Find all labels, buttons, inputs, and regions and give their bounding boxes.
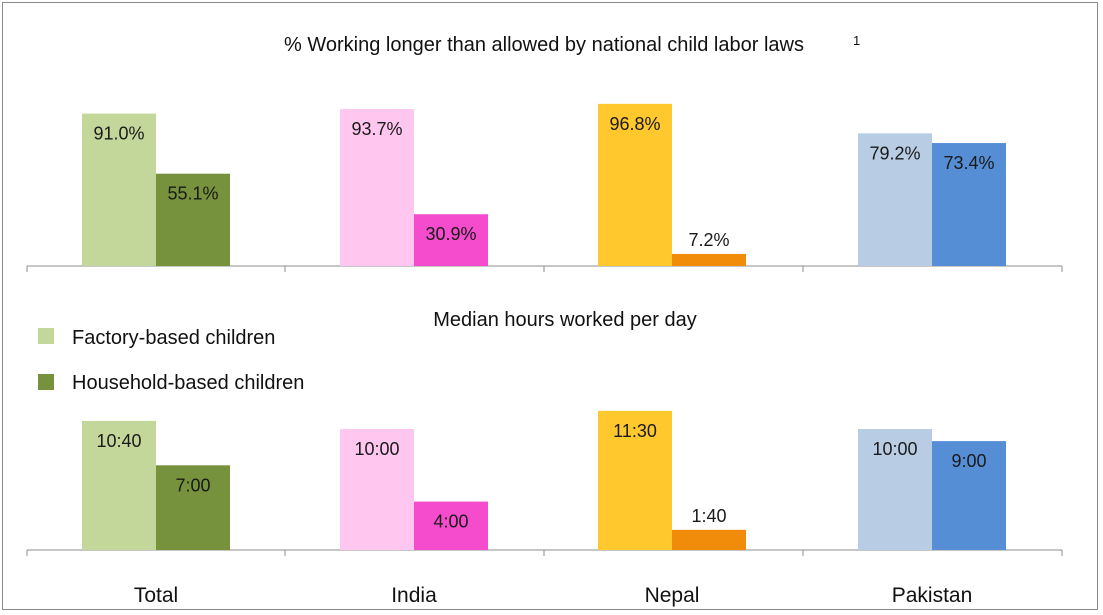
panel-title-overtime: % Working longer than allowed by nationa…: [284, 34, 804, 56]
data-label-hours-total-factory: 10:40: [96, 431, 141, 451]
bar-overtime-nepal-household: [672, 253, 746, 266]
data-label-overtime-india-household: 30.9%: [425, 224, 476, 244]
data-label-overtime-india-factory: 93.7%: [351, 119, 402, 139]
panel-title-footnote: 1: [853, 33, 860, 48]
legend: Factory-based children Household-based c…: [38, 327, 304, 394]
bar-overtime-india-factory: [340, 109, 414, 267]
data-label-hours-nepal-factory: 11:30: [613, 421, 657, 441]
data-label-hours-india-factory: 10:00: [354, 439, 399, 459]
bar-hours-nepal-household: [672, 529, 746, 550]
data-label-overtime-nepal-household: 7.2%: [688, 230, 729, 250]
bar-overtime-india-household: [414, 214, 488, 266]
bar-hours-total-household: [156, 465, 230, 550]
legend-item-factory: Factory-based children: [38, 327, 275, 349]
bar-hours-pakistan-household: [932, 441, 1006, 550]
data-label-hours-pakistan-household: 9:00: [951, 451, 986, 471]
legend-label-household: Household-based children: [72, 372, 304, 394]
legend-swatch-factory: [38, 328, 54, 344]
category-label-nepal: Nepal: [645, 584, 700, 607]
data-label-hours-nepal-household: 1:40: [691, 506, 726, 526]
category-label-india: India: [391, 584, 437, 607]
bar-overtime-pakistan-household: [932, 143, 1006, 266]
data-label-overtime-pakistan-factory: 79.2%: [869, 143, 920, 163]
legend-swatch-household: [38, 374, 54, 390]
bar-overtime-total-household: [156, 173, 230, 266]
bar-hours-nepal-factory: [598, 410, 672, 550]
data-label-hours-pakistan-factory: 10:00: [872, 439, 917, 459]
data-label-hours-india-household: 4:00: [433, 512, 468, 532]
chart-panel-hours: Median hours worked per day 10:40 7:00 10:0…: [26, 309, 1063, 607]
category-label-pakistan: Pakistan: [892, 584, 973, 607]
chart-panel-overtime: % Working longer than allowed by nationa…: [26, 33, 1063, 272]
data-label-overtime-total-household: 55.1%: [167, 184, 218, 204]
bar-overtime-total-factory: [82, 113, 156, 266]
bar-hours-india-household: [414, 501, 488, 550]
bar-hours-total-factory: [82, 420, 156, 550]
panel-title-hours: Median hours worked per day: [433, 309, 696, 331]
data-label-hours-total-household: 7:00: [175, 475, 210, 495]
data-label-overtime-pakistan-household: 73.4%: [943, 153, 994, 173]
legend-label-factory: Factory-based children: [72, 327, 275, 349]
bar-hours-pakistan-factory: [858, 429, 932, 550]
bar-hours-india-factory: [340, 429, 414, 550]
bar-overtime-nepal-factory: [598, 103, 672, 266]
data-label-overtime-nepal-factory: 96.8%: [609, 114, 660, 134]
category-label-total: Total: [134, 584, 178, 607]
bar-overtime-pakistan-factory: [858, 133, 932, 266]
legend-item-household: Household-based children: [38, 372, 304, 394]
data-label-overtime-total-factory: 91.0%: [93, 124, 144, 144]
